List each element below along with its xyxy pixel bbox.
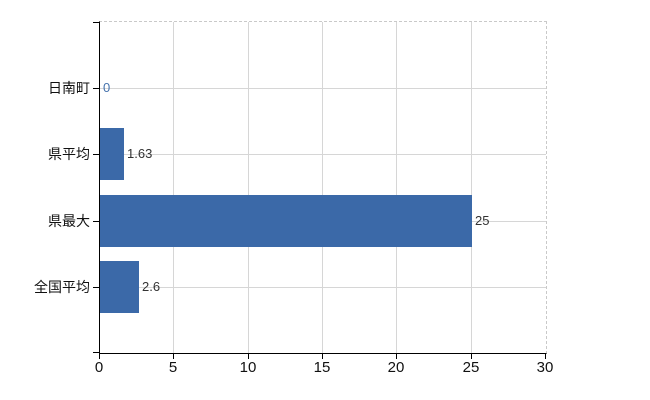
bar	[100, 128, 124, 180]
y-axis-end-tick	[93, 22, 100, 23]
gridline-horizontal	[100, 287, 546, 288]
gridline-vertical	[396, 22, 397, 353]
y-axis-tick	[93, 287, 100, 288]
x-axis-tick	[99, 354, 100, 359]
value-label: 0	[103, 80, 111, 95]
category-label: 県平均	[48, 146, 90, 162]
value-label: 2.6	[142, 279, 161, 294]
gridline-vertical	[471, 22, 472, 353]
x-axis-tick	[545, 354, 546, 359]
x-tick-label: 25	[462, 359, 480, 376]
category-label: 県最大	[48, 213, 90, 229]
gridline-horizontal	[100, 154, 546, 155]
bar	[100, 261, 139, 313]
x-tick-label: 20	[387, 359, 405, 376]
y-axis-tick	[93, 88, 100, 89]
x-tick-label: 30	[536, 359, 554, 376]
x-axis-tick	[322, 354, 323, 359]
plot-area: 0 1.63 25 2.6	[99, 21, 547, 354]
category-label: 全国平均	[34, 279, 90, 295]
y-axis-tick	[93, 221, 100, 222]
bar	[100, 195, 472, 247]
gridline-horizontal	[100, 88, 546, 89]
y-axis-end-tick	[93, 352, 100, 353]
x-axis-tick	[173, 354, 174, 359]
x-tick-label: 15	[313, 359, 331, 376]
y-axis-tick	[93, 154, 100, 155]
x-axis-tick	[396, 354, 397, 359]
x-tick-label: 0	[94, 359, 104, 376]
gridline-vertical	[248, 22, 249, 353]
x-axis-tick	[248, 354, 249, 359]
gridline-vertical	[173, 22, 174, 353]
gridline-vertical	[322, 22, 323, 353]
x-tick-label: 5	[168, 359, 178, 376]
value-label: 1.63	[127, 146, 153, 161]
x-axis-tick	[471, 354, 472, 359]
value-label: 25	[475, 213, 490, 228]
category-label: 日南町	[48, 80, 90, 96]
x-tick-label: 10	[239, 359, 257, 376]
